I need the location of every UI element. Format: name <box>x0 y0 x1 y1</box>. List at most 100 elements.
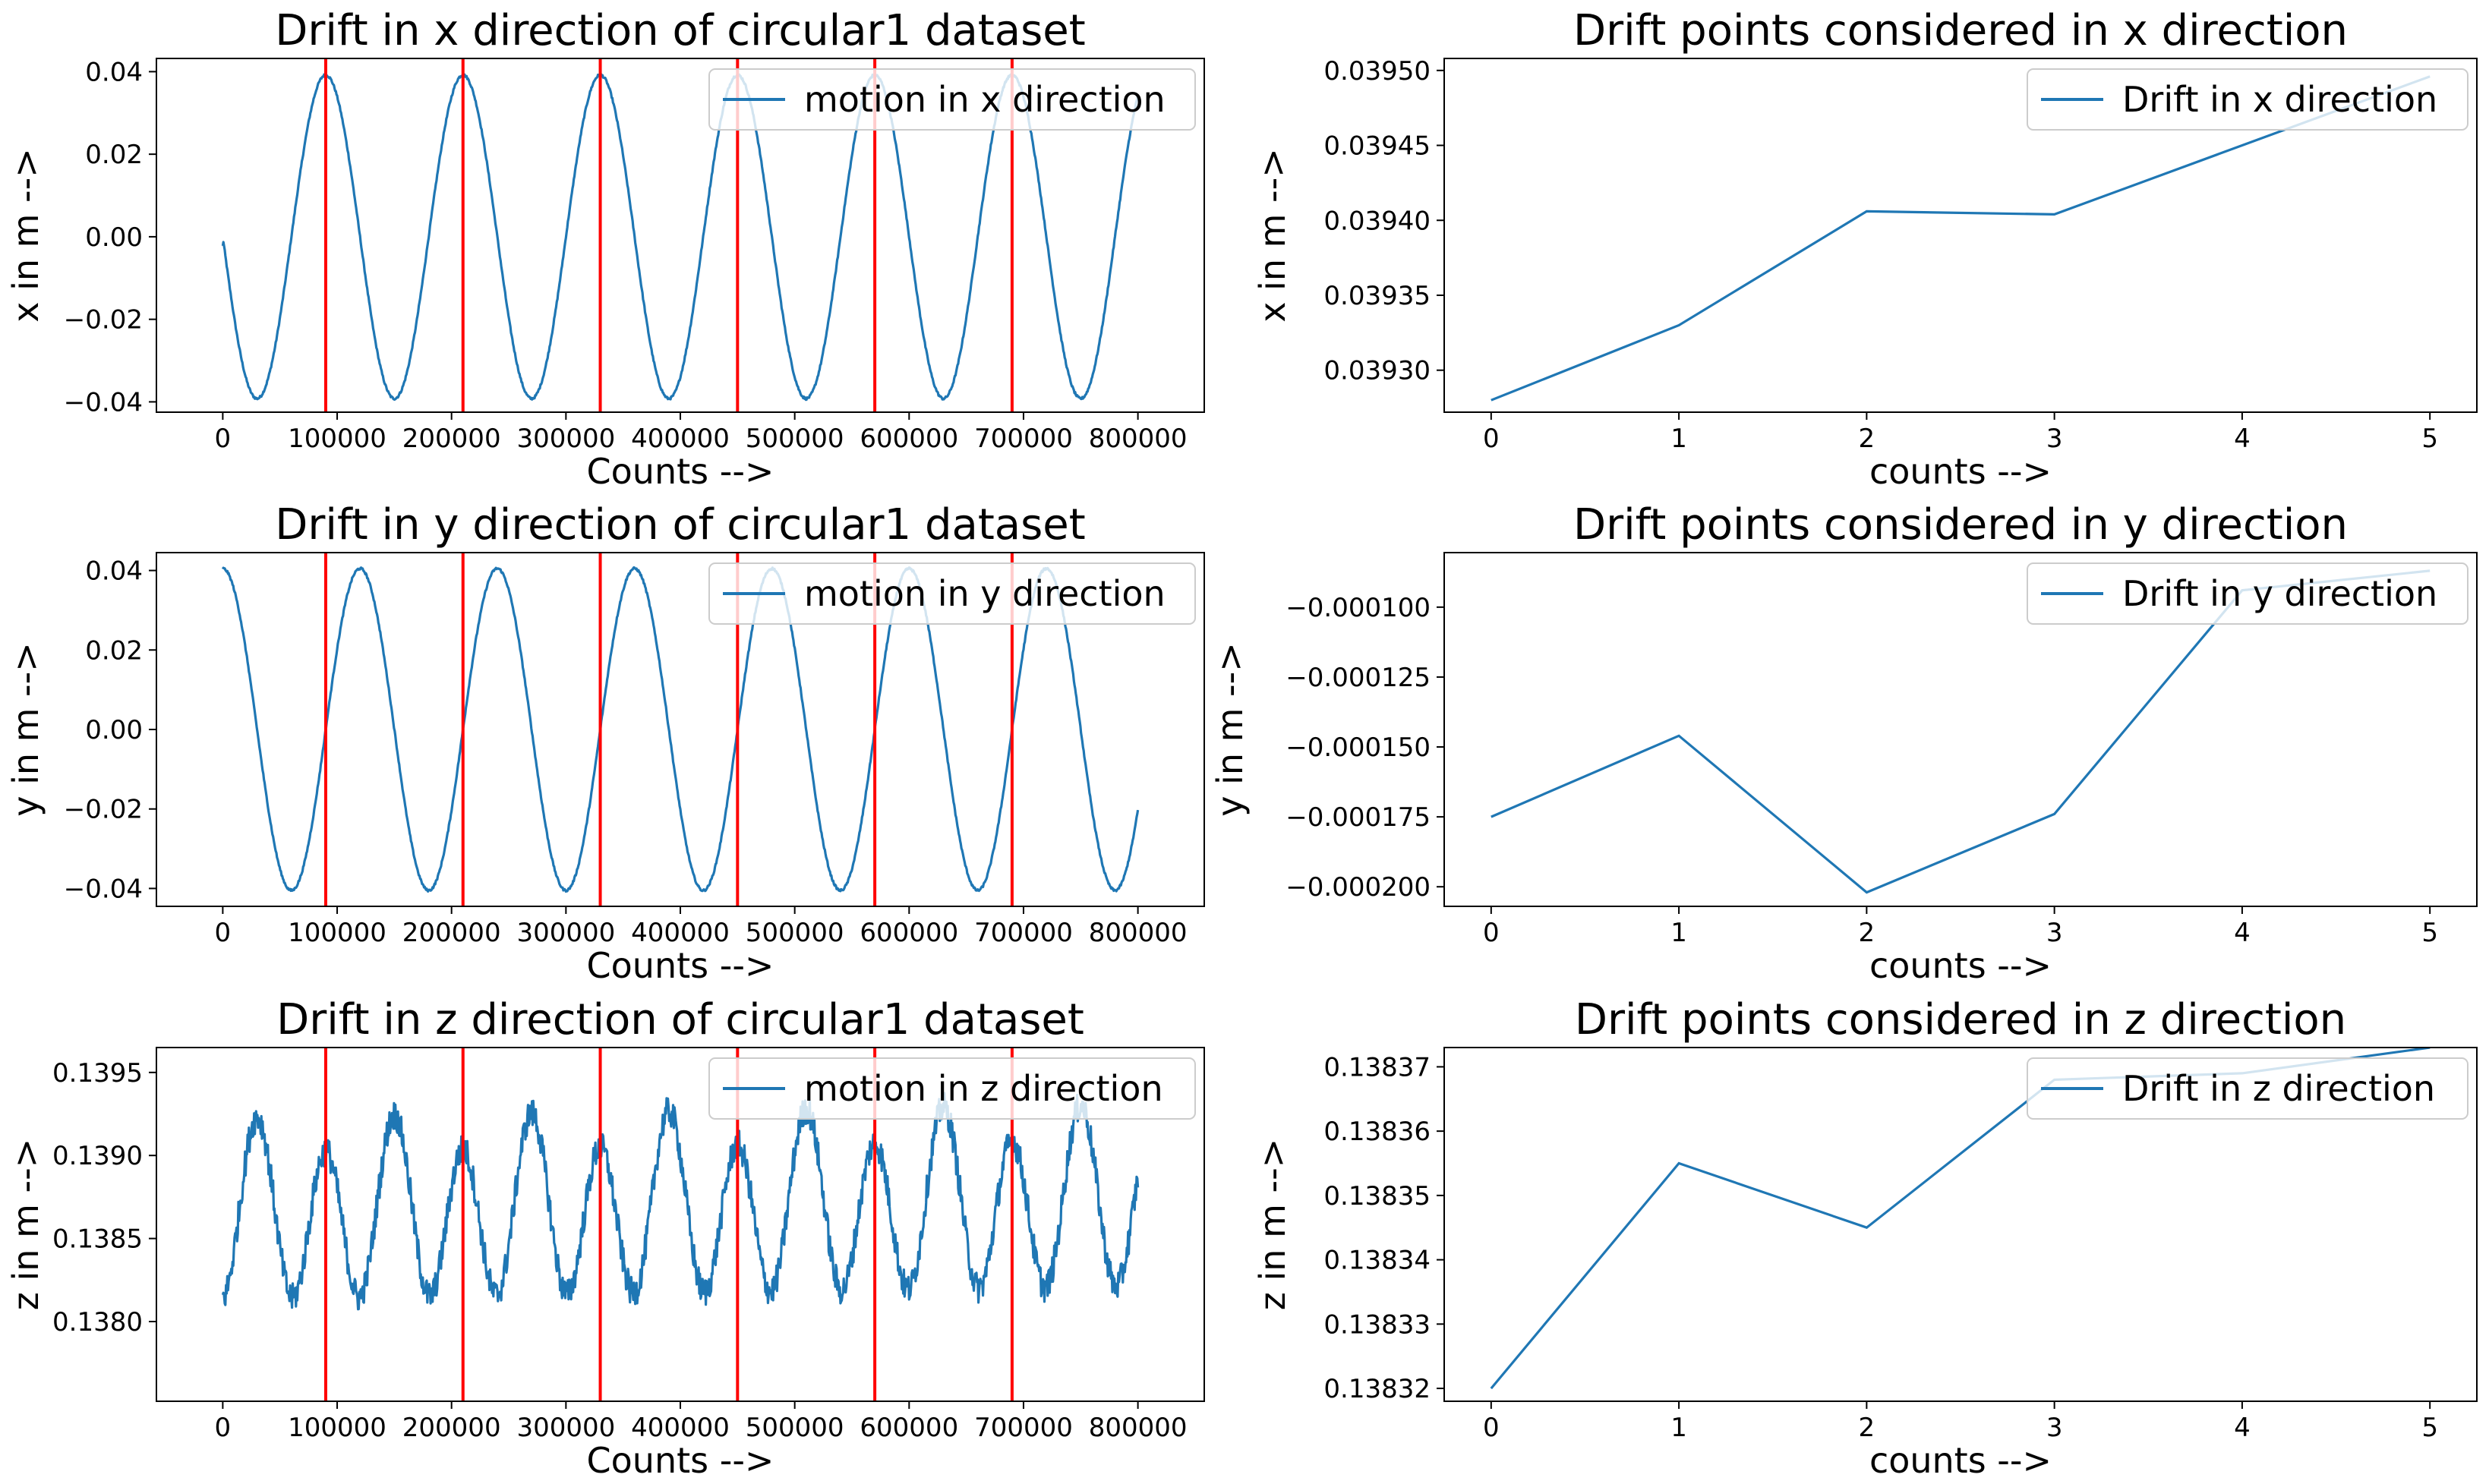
x-tick-label: 0 <box>1483 918 1500 948</box>
y-axis-label: x in m --> <box>5 148 46 323</box>
x-tick-label: 4 <box>2234 1413 2251 1443</box>
x-tick-label: 0 <box>215 1413 232 1443</box>
y-tick-label: 0.03930 <box>1323 356 1431 386</box>
legend-box <box>2027 562 2468 625</box>
x-tick-label: 2 <box>1859 918 1875 948</box>
y-tick-label: 0.1390 <box>52 1141 143 1171</box>
y-tick-label: 0.13834 <box>1323 1246 1431 1276</box>
x-tick-label: 800000 <box>1089 1413 1188 1443</box>
chart-title: Drift points considered in x direction <box>1573 6 2348 55</box>
legend-label: motion in z direction <box>804 1068 1163 1109</box>
y-axis-label: x in m --> <box>1252 148 1293 323</box>
x-tick-label: 4 <box>2234 424 2251 454</box>
x-tick-label: 3 <box>2046 1413 2063 1443</box>
x-tick-label: 100000 <box>288 918 386 948</box>
x-tick-label: 800000 <box>1089 424 1188 454</box>
chart-title: Drift points considered in y direction <box>1573 500 2348 550</box>
y-axis-label: y in m --> <box>5 642 46 817</box>
chart-title: Drift in z direction of circular1 datase… <box>276 995 1084 1044</box>
plot-frame <box>1443 552 2478 907</box>
y-tick-label: −0.000125 <box>1286 663 1431 693</box>
legend-box <box>708 68 1196 131</box>
x-tick-label: 200000 <box>402 424 501 454</box>
x-tick-label: 5 <box>2421 1413 2438 1443</box>
x-tick-label: 100000 <box>288 424 386 454</box>
x-tick-label: 400000 <box>631 918 730 948</box>
legend: Drift in z direction <box>2027 1057 2468 1120</box>
y-tick-label: 0.03945 <box>1323 131 1431 162</box>
x-tick-label: 500000 <box>746 918 844 948</box>
series-line <box>1491 75 2431 402</box>
x-tick-label: 600000 <box>860 1413 958 1443</box>
y-tick-label: 0.03940 <box>1323 206 1431 236</box>
x-tick-label: 4 <box>2234 918 2251 948</box>
y-axis-label: z in m --> <box>1252 1139 1293 1311</box>
y-tick-label: −0.000200 <box>1286 872 1431 903</box>
chart-panel-y-drift: Drift points considered in y direction 0 1… <box>1210 500 2478 986</box>
plot-frame <box>156 58 1205 413</box>
legend-label: Drift in y direction <box>2122 573 2437 614</box>
y-tick-label: 0.13837 <box>1323 1052 1431 1082</box>
x-tick-label: 300000 <box>516 1413 615 1443</box>
legend-box <box>2027 1057 2468 1120</box>
legend: motion in y direction <box>708 562 1196 625</box>
y-tick-label: −0.04 <box>64 387 143 417</box>
chart-panel-z-motion: Drift in z direction of circular1 datase… <box>5 995 1205 1481</box>
legend: Drift in x direction <box>2027 68 2468 131</box>
x-tick-label: 5 <box>2421 918 2438 948</box>
x-tick-label: 0 <box>1483 424 1500 454</box>
chart-panel-x-motion: Drift in x direction of circular1 datase… <box>5 6 1205 492</box>
y-tick-label: 0.1385 <box>52 1224 143 1255</box>
legend: Drift in y direction <box>2027 562 2468 625</box>
x-tick-label: 1 <box>1670 1413 1687 1443</box>
legend-box <box>2027 68 2468 131</box>
y-tick-label: −0.02 <box>64 795 143 825</box>
x-tick-label: 0 <box>215 918 232 948</box>
x-tick-label: 200000 <box>402 918 501 948</box>
y-tick-label: −0.04 <box>64 874 143 904</box>
y-tick-label: 0.03935 <box>1323 281 1431 311</box>
plot-frame <box>1443 1047 2478 1402</box>
y-tick-label: −0.000150 <box>1286 733 1431 763</box>
legend-label: motion in y direction <box>804 573 1166 614</box>
x-axis-label: Counts --> <box>587 451 774 492</box>
x-tick-label: 2 <box>1859 1413 1875 1443</box>
y-axis-label: y in m --> <box>1210 642 1251 817</box>
x-axis-label: counts --> <box>1869 1440 2052 1481</box>
series-line <box>221 566 1140 893</box>
y-tick-label: 0.13836 <box>1323 1117 1431 1147</box>
x-axis-label: counts --> <box>1869 945 2052 986</box>
x-axis-label: counts --> <box>1869 451 2052 492</box>
x-tick-label: 600000 <box>860 918 958 948</box>
x-tick-label: 500000 <box>746 1413 844 1443</box>
x-tick-label: 400000 <box>631 424 730 454</box>
y-tick-label: −0.000100 <box>1286 593 1431 623</box>
x-tick-label: 300000 <box>516 424 615 454</box>
legend: motion in z direction <box>708 1057 1196 1120</box>
legend-box <box>708 1057 1196 1120</box>
legend: motion in x direction <box>708 68 1196 131</box>
x-tick-label: 600000 <box>860 424 958 454</box>
y-axis-label: z in m --> <box>5 1139 46 1311</box>
y-tick-label: 0.1395 <box>52 1058 143 1089</box>
plot-frame <box>1443 58 2478 413</box>
x-tick-label: 1 <box>1670 424 1687 454</box>
plot-frame <box>156 1047 1205 1402</box>
x-axis-label: Counts --> <box>587 945 774 986</box>
y-tick-label: −0.02 <box>64 305 143 336</box>
chart-title: Drift points considered in z direction <box>1575 995 2346 1044</box>
x-tick-label: 1 <box>1670 918 1687 948</box>
x-tick-label: 3 <box>2046 918 2063 948</box>
x-tick-label: 2 <box>1859 424 1875 454</box>
x-tick-label: 700000 <box>974 424 1073 454</box>
x-tick-label: 0 <box>215 424 232 454</box>
y-tick-label: 0.00 <box>85 222 143 253</box>
x-tick-label: 500000 <box>746 424 844 454</box>
y-tick-label: 0.13835 <box>1323 1181 1431 1211</box>
y-tick-label: 0.02 <box>85 140 143 170</box>
y-tick-label: 0.02 <box>85 635 143 666</box>
legend-label: Drift in x direction <box>2122 79 2437 120</box>
chart-panel-x-drift: Drift points considered in x direction 0 1… <box>1252 6 2478 492</box>
series-line <box>221 1092 1140 1311</box>
